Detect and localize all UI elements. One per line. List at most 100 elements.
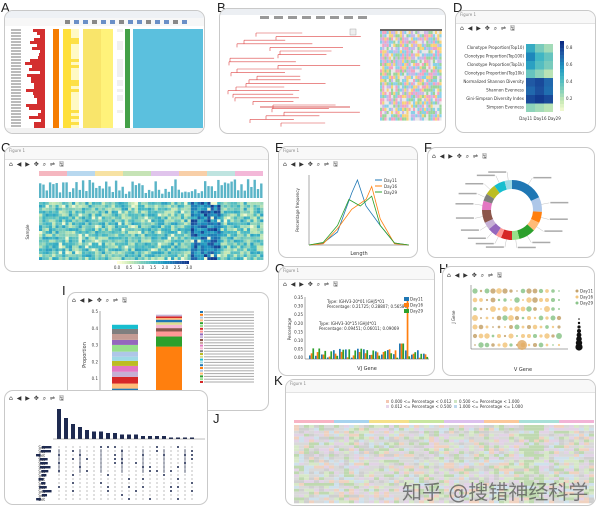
alignment-cell <box>428 75 431 79</box>
heat-cell <box>554 485 559 489</box>
heat-cell <box>207 245 211 249</box>
legend-swatch <box>200 381 203 383</box>
column-labels: Day11 Day16 Day29 <box>519 116 561 121</box>
heat-cell <box>349 491 354 495</box>
heat-cell <box>256 245 261 249</box>
white-cell <box>117 71 123 74</box>
yellow-cell <box>83 116 101 119</box>
heat-cell <box>213 242 218 246</box>
heat-cell <box>220 245 224 249</box>
heat-cell <box>429 454 434 457</box>
heat-cell <box>559 425 564 428</box>
panel-c-toolbar[interactable]: ⌂ ◀ ▶ ✥ ⌕ ⇌ 🖫 <box>9 161 66 168</box>
heat-cell <box>389 471 394 475</box>
heat-cell <box>52 251 56 255</box>
panel-label-k: K <box>274 373 283 388</box>
heat-cell <box>304 442 309 446</box>
panel-e-toolbar[interactable]: ⌂ ◀ ▶ ✥ ⌕ ⇌ 🖫 <box>283 161 340 168</box>
alignment-cell <box>437 104 440 108</box>
row-label-6: Gini-Simpson Diversity Index <box>466 96 524 101</box>
heat-cell <box>479 465 484 469</box>
heat-cell <box>364 448 369 452</box>
membership-dot <box>72 498 74 500</box>
panel-d-toolbar[interactable]: ⌂ ◀ ▶ ✥ ⌕ ⇌ 🖫 <box>460 25 517 32</box>
heat-cell <box>544 103 553 112</box>
heat-cell <box>319 430 324 434</box>
heat-cell <box>369 425 374 428</box>
heat-cell <box>128 228 132 231</box>
heat-cell <box>154 236 158 240</box>
heat-cell <box>524 433 529 437</box>
alignment-cell <box>397 104 400 108</box>
heat-cell <box>299 430 304 434</box>
heat-cell <box>171 228 175 231</box>
category-band <box>207 171 235 176</box>
heat-cell <box>210 225 214 229</box>
heat-cell <box>187 202 191 205</box>
heat-cell <box>429 439 434 443</box>
dot <box>492 326 494 328</box>
heat-cell <box>39 216 43 220</box>
heat-cell <box>250 248 254 252</box>
heat-cell <box>449 480 454 483</box>
heat-cell <box>243 204 247 208</box>
panel-f-toolbar[interactable]: ⌂ ◀ ▶ ✥ ⌕ ⇌ 🖫 <box>432 153 489 160</box>
alignment-cell <box>399 59 402 63</box>
category-band <box>479 420 484 423</box>
toolbar-icon <box>74 20 79 24</box>
heat-cell <box>68 204 72 208</box>
heat-cell <box>359 468 364 472</box>
heat-cell <box>464 462 469 466</box>
heat-cell <box>444 491 449 495</box>
alignment-cell <box>402 107 405 111</box>
membership-dot <box>128 470 130 472</box>
legend-label: Day29 <box>410 309 423 314</box>
heat-cell <box>147 216 152 220</box>
alignment-cell <box>399 91 402 95</box>
heat-cell <box>78 228 82 231</box>
heat-cell <box>180 242 185 246</box>
heat-cell <box>260 254 264 258</box>
alignment-cell <box>410 117 413 121</box>
dot <box>496 315 502 321</box>
heat-cell <box>62 219 66 223</box>
heat-cell <box>479 488 484 492</box>
alignment-cell <box>410 63 413 67</box>
heat-cell <box>339 451 344 454</box>
heat-cell <box>409 491 414 495</box>
colorbar-cell <box>181 261 185 264</box>
alignment-cell <box>404 111 407 115</box>
panel-h-toolbar[interactable]: ⌂ ◀ ▶ ✥ ⌕ ⇌ 🖫 <box>447 272 504 279</box>
cyan-cell <box>133 53 203 56</box>
heat-cell <box>174 245 178 249</box>
heat-cell <box>464 430 469 434</box>
panel-j-toolbar[interactable]: ⌂ ◀ ▶ ✥ ⌕ ⇌ 🖫 <box>9 395 66 402</box>
panel-i-toolbar[interactable]: ⌂ ◀ ▶ ✥ ⌕ ⇌ 🖫 <box>72 297 129 304</box>
heat-cell <box>42 213 46 217</box>
heat-cell <box>246 202 251 205</box>
white-cell <box>117 74 123 77</box>
alignment-cell <box>382 47 385 51</box>
heat-cell <box>184 219 188 223</box>
heat-cell <box>494 459 499 463</box>
legend-label <box>204 359 254 361</box>
legend-swatch <box>404 303 409 307</box>
alignment-cell <box>382 40 385 44</box>
heat-cell <box>574 477 579 481</box>
panel-g-toolbar[interactable]: ⌂ ◀ ▶ ✥ ⌕ ⇌ 🖫 <box>283 281 340 288</box>
heat-cell <box>564 439 569 443</box>
alignment-cell <box>393 79 396 83</box>
heat-cell <box>177 233 181 237</box>
heat-cell <box>131 236 135 240</box>
heat-cell <box>180 245 185 249</box>
heat-cell <box>424 456 429 460</box>
heat-cell <box>144 225 148 229</box>
heat-cell <box>144 257 148 260</box>
orange-cell <box>53 125 59 128</box>
alignment-cell <box>386 31 389 35</box>
membership-dot <box>170 490 172 492</box>
heat-cell <box>304 477 309 481</box>
heat-cell <box>564 485 569 489</box>
heat-cell <box>529 485 534 489</box>
heat-cell <box>95 233 99 237</box>
